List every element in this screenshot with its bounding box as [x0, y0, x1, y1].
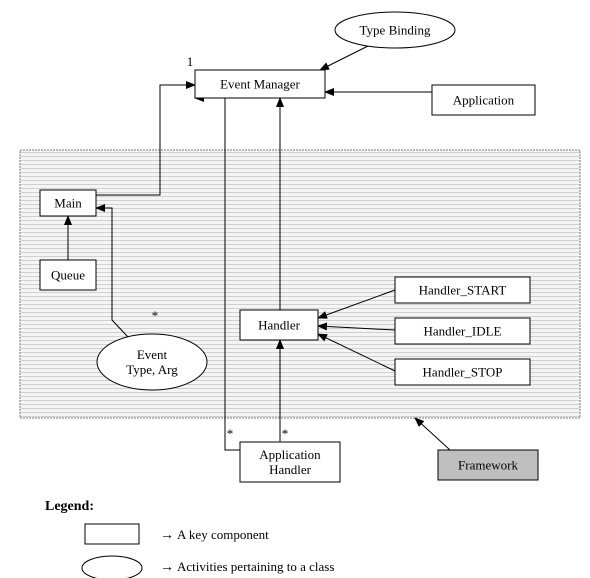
node-handler_stop: Handler_STOP	[395, 359, 530, 385]
svg-text:Handler: Handler	[258, 318, 301, 333]
svg-text:*: *	[282, 426, 289, 441]
svg-text:Type, Arg: Type, Arg	[126, 362, 178, 377]
svg-text:Legend:: Legend:	[45, 499, 94, 514]
node-type_binding: Type Binding	[335, 12, 455, 48]
svg-text:*: *	[227, 426, 234, 441]
svg-text:Framework: Framework	[458, 458, 518, 473]
node-main: Main	[40, 190, 96, 216]
svg-text:1: 1	[187, 54, 194, 69]
svg-text:Application: Application	[259, 447, 321, 462]
node-handler_idle: Handler_IDLE	[395, 318, 530, 344]
node-queue: Queue	[40, 260, 96, 290]
legend: Legend:→A key component→Activities perta…	[45, 499, 334, 578]
legend-item-0: →A key component	[85, 524, 269, 544]
diagram-canvas: Type Binding Event Manager 1 Application Mai…	[0, 0, 590, 578]
svg-text:Event: Event	[137, 347, 168, 362]
svg-text:Handler: Handler	[269, 462, 312, 477]
node-application: Application	[432, 85, 535, 115]
svg-text:→: →	[160, 560, 174, 575]
svg-text:Queue: Queue	[51, 268, 85, 283]
svg-text:Event Manager: Event Manager	[220, 77, 300, 92]
svg-text:Handler_IDLE: Handler_IDLE	[424, 324, 502, 339]
edge-type_binding-event_manager	[320, 46, 368, 70]
svg-text:→: →	[160, 528, 174, 543]
svg-text:Main: Main	[54, 196, 82, 211]
node-framework: Framework	[438, 450, 538, 480]
node-app_handler: ApplicationHandler * *	[227, 426, 340, 482]
node-handler: Handler	[240, 310, 318, 340]
svg-text:Handler_STOP: Handler_STOP	[423, 365, 503, 380]
svg-text:Activities pertaining to a cla: Activities pertaining to a class	[177, 559, 334, 574]
legend-item-1: →Activities pertaining to a class	[82, 556, 334, 578]
svg-text:Application: Application	[453, 93, 515, 108]
node-event_manager: Event Manager 1	[187, 54, 325, 98]
svg-text:*: *	[152, 308, 159, 323]
edge-framework-hatched	[415, 418, 450, 450]
svg-text:Type Binding: Type Binding	[360, 23, 431, 38]
node-handler_start: Handler_START	[395, 277, 530, 303]
svg-text:Handler_START: Handler_START	[419, 283, 507, 298]
svg-text:A key component: A key component	[177, 527, 269, 542]
